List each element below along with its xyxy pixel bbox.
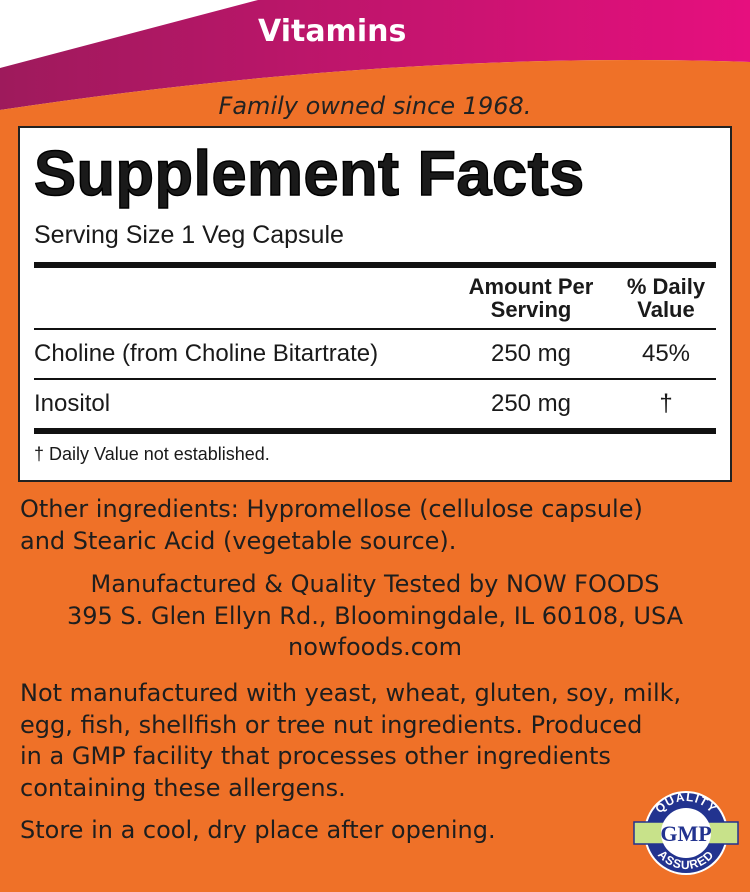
gmp-quality-assured-badge-icon: QUALITY ASSURED GMP [633, 790, 739, 875]
text-line: and Stearic Acid (vegetable source). [20, 526, 457, 555]
facts-title: Supplement Facts [33, 139, 585, 209]
nutrient-name: Choline (from Choline Bitartrate) [34, 340, 379, 367]
category-label: Vitamins [258, 14, 407, 49]
text-line: Other ingredients: Hypromellose (cellulo… [20, 495, 643, 523]
facts-header: Amount Per Serving % Daily Value [34, 268, 716, 328]
text-line: 395 S. Glen Ellyn Rd., Bloomingdale, IL … [66, 601, 684, 630]
text-line: in a GMP facility that processes other i… [20, 742, 611, 770]
facts-row: Choline (from Choline Bitartrate) 250 mg… [34, 330, 716, 378]
storage-instructions: Store in a cool, dry place after opening… [20, 816, 496, 844]
nutrient-amount: 250 mg [490, 390, 572, 417]
manufacturer-info: Manufactured & Quality Tested by NOW FOO… [0, 569, 750, 664]
other-ingredients: Other ingredients: Hypromellose (cellulo… [20, 494, 730, 557]
svg-text:GMP: GMP [660, 821, 711, 846]
tagline: Family owned since 1968. [218, 92, 532, 120]
text-line: Not manufactured with yeast, wheat, glut… [20, 679, 682, 707]
allergen-statement: Not manufactured with yeast, wheat, glut… [20, 678, 730, 804]
website-text: nowfoods.com [288, 633, 462, 661]
nutrient-dv: † [659, 390, 673, 417]
text-line: Manufactured & Quality Tested by NOW FOO… [90, 570, 660, 598]
nutrient-dv: 45% [641, 340, 691, 367]
footnote: † Daily Value not established. [34, 444, 270, 464]
text-line: egg, fish, shellfish or tree nut ingredi… [20, 710, 643, 739]
nutrient-name: Inositol [34, 390, 111, 417]
nutrient-amount: 250 mg [490, 340, 572, 367]
supplement-facts-panel: Supplement Facts Serving Size 1 Veg Caps… [18, 126, 732, 482]
facts-row: Inositol 250 mg † [34, 380, 716, 428]
serving-size: Serving Size 1 Veg Capsule [34, 221, 344, 249]
amount-header: Amount Per Serving [468, 274, 594, 322]
category-banner [0, 0, 750, 130]
dv-header: % Daily Value [626, 274, 706, 322]
text-line: containing these allergens. [20, 773, 346, 802]
